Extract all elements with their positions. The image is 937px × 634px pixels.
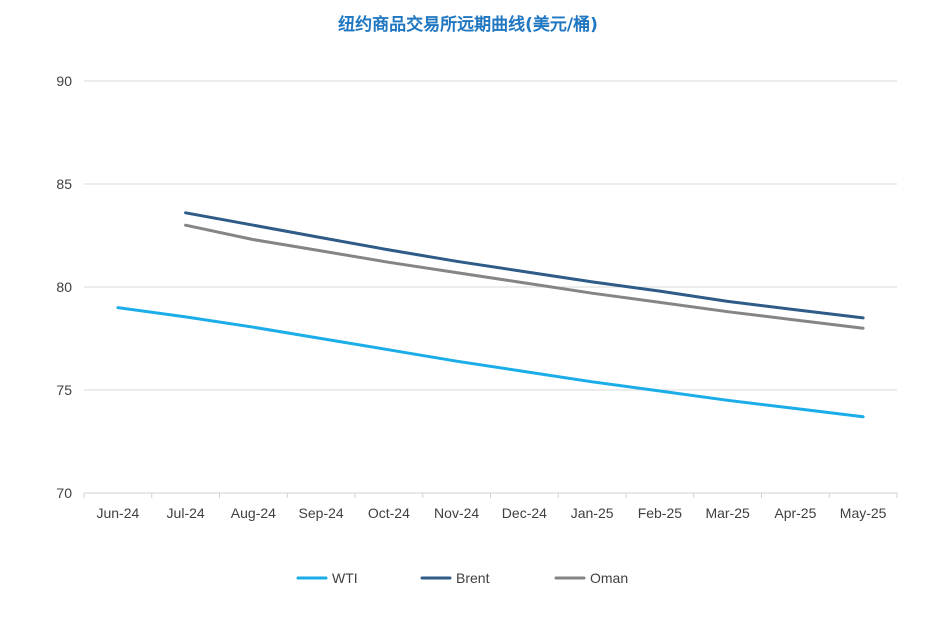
y-tick-label: 75	[56, 382, 72, 398]
x-tick-label: Dec-24	[502, 505, 547, 521]
series-line-wti	[116, 306, 865, 419]
x-tick-label: Oct-24	[368, 505, 410, 521]
x-axis-ticks: Jun-24 Jul-24 Aug-24 Sep-24 Oct-24 Nov-24 Dec-…	[83, 493, 898, 521]
y-tick-label: 70	[56, 485, 72, 501]
legend-label-wti: WTI	[332, 570, 358, 586]
x-tick-label: Nov-24	[434, 505, 479, 521]
x-tick-label: Sep-24	[299, 505, 344, 521]
x-tick-label: Jul-24	[167, 505, 205, 521]
legend: WTI Brent Oman	[296, 570, 628, 586]
series-lines	[116, 211, 865, 419]
y-axis-ticks: 70 75 80 85 90	[56, 73, 72, 501]
x-tick-label: Apr-25	[774, 505, 816, 521]
series-line-brent	[184, 211, 865, 320]
series-line-oman	[184, 223, 865, 330]
chart-title: 纽约商品交易所远期曲线(美元/桶)	[338, 14, 598, 35]
y-tick-label: 80	[56, 279, 72, 295]
x-tick-label: May-25	[840, 505, 887, 521]
x-tick-label: Jun-24	[96, 505, 139, 521]
y-tick-label: 90	[56, 73, 72, 89]
x-tick-label: Jan-25	[571, 505, 614, 521]
x-tick-label: Aug-24	[231, 505, 276, 521]
x-tick-label: Feb-25	[638, 505, 683, 521]
x-tick-label: Mar-25	[705, 505, 750, 521]
y-tick-label: 85	[56, 176, 72, 192]
legend-label-brent: Brent	[456, 570, 490, 586]
legend-label-oman: Oman	[590, 570, 628, 586]
gridlines	[84, 80, 897, 494]
